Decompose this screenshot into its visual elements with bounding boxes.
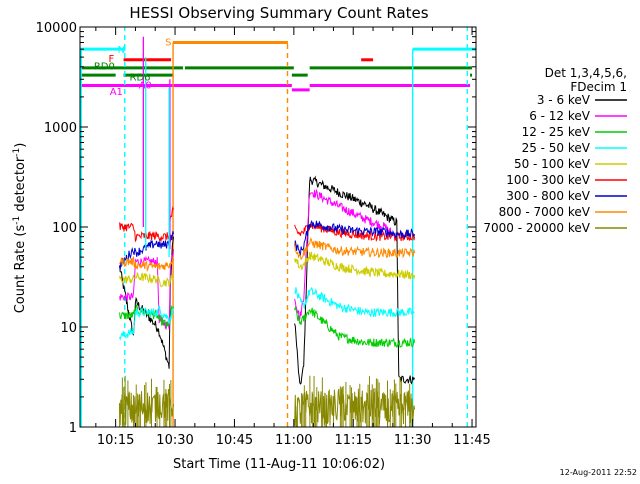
series-12-25-kev: [119, 304, 416, 348]
y-tick-label-2: 100: [52, 221, 77, 236]
legend-header-line-1: Det 1,3,4,5,6,: [545, 66, 627, 80]
legend-label-6-12-kev: 6 - 12 keV: [529, 109, 591, 123]
legend-header-line-2: FDecim 1: [570, 80, 627, 94]
footer-timestamp: 12-Aug-2011 22:52: [560, 468, 637, 477]
series-25-50-kev-segment-1: [294, 286, 415, 318]
series-25-50-kev: [119, 286, 415, 342]
series-300-800-kev-segment-0: [119, 231, 174, 271]
legend-label-100-300-kev: 100 - 300 keV: [506, 173, 590, 187]
flag-label-s: S: [165, 37, 171, 48]
flag-label-n: N: [118, 45, 125, 56]
flag-label-a0: A0: [139, 81, 152, 92]
legend-label-25-50-kev: 25 - 50 keV: [522, 141, 591, 155]
x-axis-label: Start Time (11-Aug-11 10:06:02): [173, 457, 385, 472]
x-tick-label-3: 11:00: [275, 433, 312, 448]
series-6-12-kev-segment-0: [119, 249, 174, 331]
legend-label-3-6-kev: 3 - 6 keV: [537, 93, 591, 107]
x-tick-label-4: 11:15: [335, 433, 372, 448]
x-tick-label-2: 10:45: [216, 433, 253, 448]
legend-label-12-25-kev: 12 - 25 keV: [522, 125, 591, 139]
series-100-300-kev-segment-0: [119, 206, 174, 243]
series-3-6-kev-segment-1: [294, 175, 416, 385]
legend-label-50-100-kev: 50 - 100 keV: [514, 157, 591, 171]
axes-layer: 10:15 10:30 10:45 11:00 11:15 11:30 11:45 1 10 10…: [36, 21, 491, 448]
series-25-50-kev-segment-0: [119, 305, 174, 342]
series-6-12-kev-segment-1: [294, 188, 398, 322]
x-tick-label-5: 11:30: [394, 433, 431, 448]
flag-label-rd6: RD6: [130, 72, 151, 83]
legend: Det 1,3,4,5,6, FDecim 1 3 - 6 keV 6 - 12 …: [483, 66, 627, 235]
series-50-100-kev-segment-1: [294, 251, 416, 280]
y-tick-label-4: 10000: [36, 21, 77, 36]
flag-label-a1: A1: [110, 87, 123, 98]
series-50-100-kev-segment-0: [119, 272, 174, 287]
flag-label-rd0: RD0: [94, 62, 115, 73]
chart-title: HESSI Observing Summary Count Rates: [129, 4, 428, 22]
series-6-12-kev: [119, 188, 398, 331]
series-800-7000-kev-segment-1: [294, 237, 416, 261]
legend-label-7000-20000-kev: 7000 - 20000 keV: [483, 221, 590, 235]
y-tick-label-1: 10: [60, 321, 77, 336]
legend-rows: 3 - 6 keV 6 - 12 keV 12 - 25 keV 25 - 50 ke…: [483, 93, 627, 235]
x-tick-label-6: 11:45: [453, 433, 490, 448]
legend-label-800-7000-kev: 800 - 7000 keV: [499, 205, 591, 219]
series-3-6-kev-segment-0: [119, 236, 174, 369]
x-tick-label-0: 10:15: [97, 433, 134, 448]
series-800-7000-kev: [119, 237, 416, 273]
flag-label-f: F: [109, 54, 115, 65]
series-7000-20000-kev: [119, 375, 416, 428]
series-layer: [119, 36, 416, 428]
series-300-800-kev-segment-1: [294, 220, 416, 257]
series-800-7000-kev-segment-0: [119, 255, 174, 273]
flag-bar-layer: [80, 40, 476, 92]
legend-label-300-800-kev: 300 - 800 keV: [506, 189, 590, 203]
y-axis-label: Count Rate (s-1 detector-1): [12, 143, 28, 314]
series-50-100-kev: [119, 251, 416, 287]
series-12-25-kev-segment-1: [294, 305, 416, 348]
y-tick-label-0: 1: [69, 421, 77, 436]
series-300-800-kev: [119, 220, 416, 271]
x-tick-label-1: 10:30: [156, 433, 193, 448]
y-tick-label-3: 1000: [44, 121, 77, 136]
series-3-6-kev: [119, 175, 416, 385]
